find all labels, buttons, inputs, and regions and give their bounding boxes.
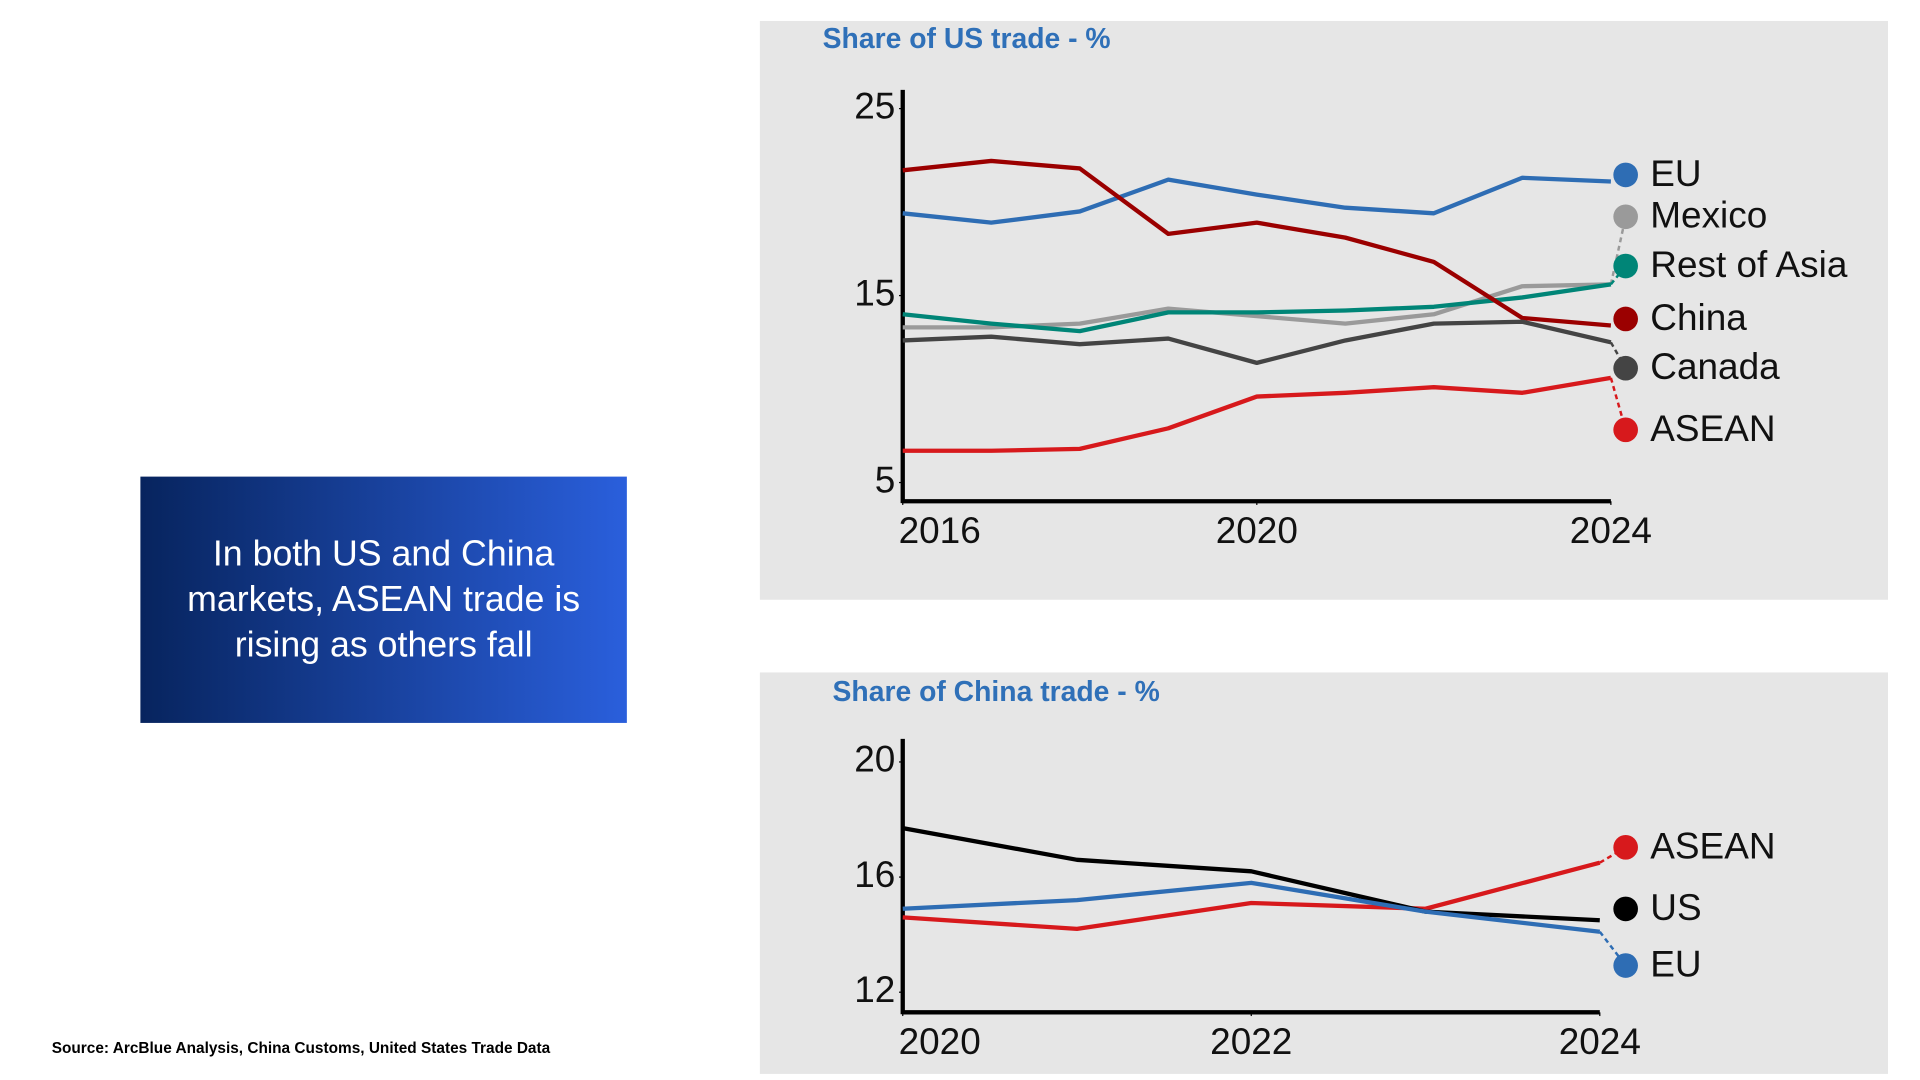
legend-dot — [1613, 896, 1638, 922]
series-line — [902, 175, 1611, 225]
y-tick-label: 25 — [854, 85, 895, 126]
legend-label: EU — [1650, 944, 1701, 985]
legend-connector — [1609, 216, 1627, 285]
x-tick-label: 2024 — [1570, 510, 1652, 551]
legend-dot — [1613, 162, 1638, 188]
chart-title: Share of US trade - % — [823, 23, 1111, 55]
source-note: Source: ArcBlue Analysis, China Customs,… — [51, 1039, 551, 1057]
series-line — [902, 860, 1601, 932]
series-line — [902, 880, 1601, 934]
series-line — [902, 375, 1612, 453]
legend-dot — [1613, 253, 1638, 279]
callout: In both US and China markets, ASEAN trad… — [140, 476, 627, 723]
legend-label: US — [1650, 887, 1701, 928]
legend-dot — [1613, 306, 1638, 332]
y-tick-label: 20 — [854, 739, 895, 780]
legend-label: Mexico — [1650, 195, 1767, 236]
x-tick-label: 2016 — [899, 510, 981, 551]
legend-dot — [1613, 204, 1638, 230]
x-tick-label: 2024 — [1559, 1021, 1641, 1062]
legend-label: Canada — [1650, 346, 1780, 387]
y-tick-label: 12 — [854, 969, 895, 1010]
series-line — [902, 826, 1600, 923]
legend-dot — [1613, 834, 1638, 860]
legend-dot — [1613, 417, 1638, 443]
x-tick-label: 2020 — [899, 1021, 981, 1062]
y-tick-label: 15 — [854, 272, 895, 313]
series-line — [902, 319, 1612, 366]
panel — [759, 672, 1888, 1074]
x-tick-label: 2022 — [1210, 1021, 1292, 1062]
legend-dot — [1613, 953, 1638, 978]
series-line — [902, 158, 1612, 328]
legend-label: Rest of Asia — [1650, 244, 1848, 285]
legend-label: EU — [1650, 153, 1701, 194]
legend-label: ASEAN — [1650, 408, 1775, 449]
y-tick-label: 16 — [854, 854, 895, 895]
x-tick-label: 2020 — [1216, 510, 1298, 551]
chart-title: Share of China trade - % — [833, 676, 1160, 708]
y-tick-label: 5 — [875, 459, 896, 500]
legend-label: China — [1650, 297, 1747, 338]
legend-dot — [1613, 355, 1638, 381]
legend-label: ASEAN — [1650, 825, 1775, 866]
